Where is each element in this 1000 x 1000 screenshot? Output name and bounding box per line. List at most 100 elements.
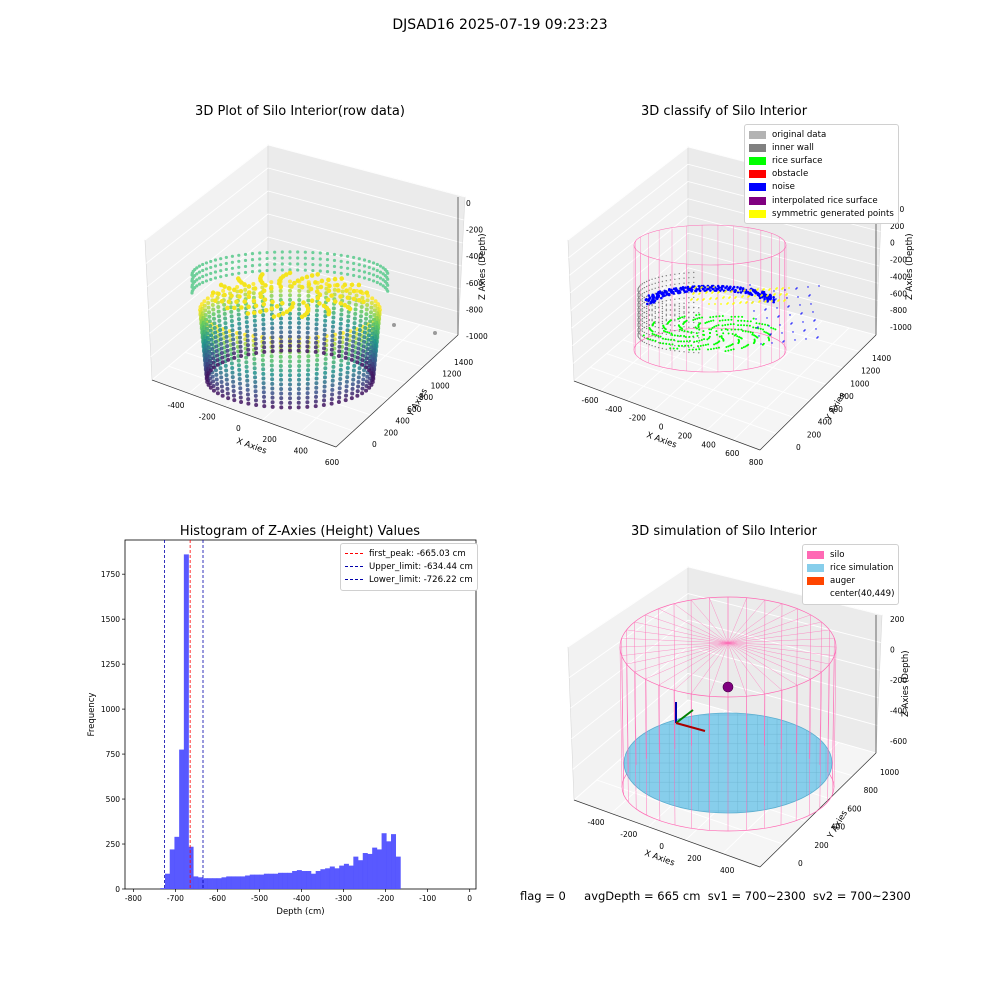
legend-swatch [807,550,824,559]
data-point [638,311,640,314]
data-point [669,274,672,276]
data-point [288,391,292,396]
data-point [749,320,752,323]
data-point [231,393,236,398]
data-point [683,351,685,353]
data-point [225,344,230,349]
data-point [253,398,258,403]
data-point [637,320,639,322]
data-point [297,302,302,307]
y-tick-label: 0 [372,440,377,449]
data-point [777,316,779,318]
data-point [297,311,302,316]
data-point [661,275,664,278]
data-point [279,330,284,335]
data-point [361,377,366,382]
data-point [696,317,699,320]
grid-line [572,267,689,364]
data-point [698,337,700,339]
histogram-bar [348,865,354,889]
data-point [292,280,297,286]
data-point [314,331,319,336]
data-point [644,298,648,302]
data-point [638,285,641,287]
grid-line [149,236,269,334]
data-point [252,366,257,371]
data-point [643,336,646,339]
data-point [217,318,222,323]
data-point [695,314,698,317]
data-point [279,382,284,387]
data-point [225,382,230,387]
data-point [672,292,675,295]
data-point [699,322,702,325]
data-point [296,268,300,272]
data-point [371,279,376,283]
data-point [368,358,373,363]
data-point [270,381,275,386]
data-point [237,294,242,299]
data-point [752,342,755,345]
x-tick-label: 200 [262,435,277,444]
data-point [224,334,229,339]
data-point [691,348,694,351]
data-point [739,291,743,294]
data-point [664,338,667,341]
y-arrow [675,709,694,724]
data-point [311,268,315,273]
data-point [694,326,697,329]
data-point [641,323,644,325]
data-point [207,319,212,324]
data-point [296,400,301,405]
data-point [745,324,748,327]
data-point [352,321,357,326]
silo-wire [780,690,783,826]
data-point [287,270,293,276]
data-point [651,334,653,337]
silo-roof-wire [673,603,729,644]
data-point [332,287,337,292]
data-point [318,269,322,273]
data-point [785,294,787,296]
data-point [303,256,307,260]
data-point [698,352,700,354]
silo-wire [819,671,822,810]
data-point [688,277,690,279]
data-point [651,303,653,306]
data-point [638,336,640,339]
data-point [355,355,360,360]
silo-roof-wire [626,642,729,665]
silo-roof-wire [727,642,822,673]
data-point [345,365,350,370]
data-point [278,293,283,298]
data-point [641,313,644,315]
data-point [665,309,668,312]
data-point [765,331,768,334]
data-point [772,295,775,299]
data-point [261,336,266,341]
grid-line [572,250,689,347]
data-point [349,396,354,401]
x-tick-label: 0 [236,424,241,433]
silo-wire [690,600,692,746]
data-point [358,289,364,295]
data-point [722,332,725,335]
data-point [681,285,685,289]
grid-line [571,232,689,329]
data-point [288,368,292,373]
data-point [375,262,379,267]
data-point [335,282,340,288]
data-point [734,315,737,318]
data-point [638,323,641,325]
data-point [355,360,360,365]
data-point [203,312,208,317]
data-point [702,344,705,347]
data-point [734,289,737,292]
data-point [679,334,682,337]
data-point [279,391,284,396]
data-point [670,319,673,322]
data-point [244,360,249,365]
data-point [239,353,244,358]
z-tick-label: -400 [890,272,907,281]
data-point [709,286,713,289]
